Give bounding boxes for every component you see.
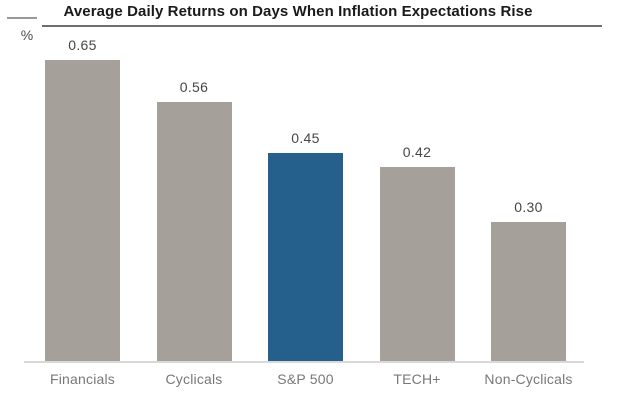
bar-value-label: 0.56 — [179, 79, 209, 95]
y-axis-header-rule — [7, 17, 37, 19]
bar-sp500-highlighted — [268, 153, 343, 361]
bar-financials — [45, 60, 120, 361]
bar-value-label: 0.45 — [291, 130, 320, 146]
category-label-cyclicals: Cyclicals — [165, 371, 223, 387]
category-label-noncyclicals: Non-Cyclicals — [484, 371, 573, 387]
bar-value-label: 0.65 — [68, 37, 97, 53]
category-label-sp500: S&P 500 — [277, 371, 334, 387]
bar-noncyclicals — [491, 222, 566, 361]
title-underline-rule — [42, 25, 602, 27]
bar-value-label: 0.42 — [402, 144, 432, 160]
x-axis-baseline — [24, 361, 584, 363]
category-label-tech: TECH+ — [393, 371, 441, 387]
bar-value-label: 0.30 — [514, 199, 543, 215]
category-label-financials: Financials — [49, 371, 116, 387]
bar-cyclicals — [156, 102, 232, 361]
chart-title: Average Daily Returns on Days When Infla… — [63, 3, 533, 20]
y-axis-unit-label: % — [20, 27, 34, 43]
bar-tech — [379, 167, 455, 361]
